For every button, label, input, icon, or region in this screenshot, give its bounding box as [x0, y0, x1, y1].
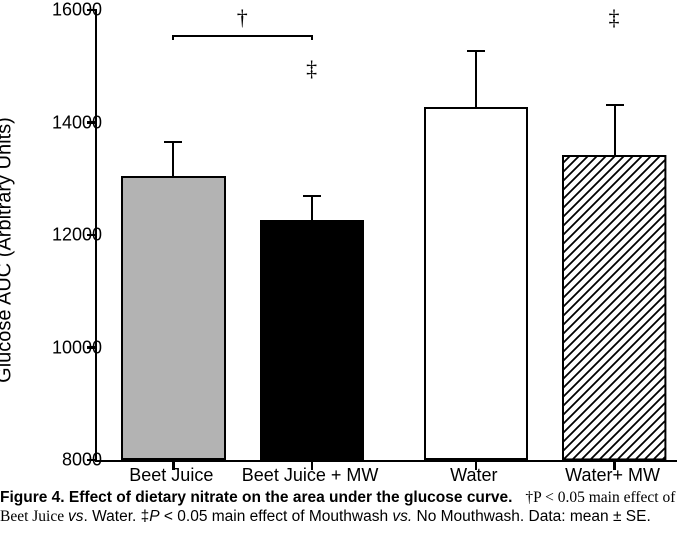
y-tick-label: 8000 [62, 450, 102, 471]
caption-frag-2: . Water. ‡ [84, 508, 150, 525]
caption-vs-1: vs [68, 508, 84, 525]
error-bar [311, 196, 313, 221]
bar [424, 107, 528, 460]
y-tick-label: 12000 [52, 225, 102, 246]
annotation-double-dagger: ‡ [306, 56, 317, 82]
error-bar [475, 51, 477, 107]
bar [121, 176, 225, 460]
bracket-vertical [311, 35, 313, 40]
error-bar-cap [467, 50, 485, 52]
error-bar-cap [164, 141, 182, 143]
page: Glucose AUC (Arbitrary Units) †‡‡ Figure… [0, 0, 692, 549]
annotation-dagger: † [237, 5, 248, 31]
x-category-label: Water+ MW [565, 465, 660, 486]
caption-frag-3: < 0.05 main effect of Mouthwash [160, 508, 393, 525]
plot-area: †‡‡ [95, 10, 677, 462]
y-tick-label: 14000 [52, 112, 102, 133]
x-category-label: Beet Juice [129, 465, 213, 486]
y-axis-label: Glucose AUC (Arbitrary Units) [0, 117, 17, 383]
figure-caption: Figure 4. Effect of dietary nitrate on t… [0, 488, 692, 527]
caption-p-italic: P [149, 508, 159, 525]
y-tick-label: 16000 [52, 0, 102, 21]
x-category-label: Beet Juice + MW [242, 465, 379, 486]
bracket-vertical [172, 35, 174, 40]
bracket-horizontal [173, 35, 312, 37]
bar [562, 155, 666, 460]
error-bar-cap [303, 195, 321, 197]
error-bar [172, 142, 174, 176]
caption-frag-4: No Mouthwash. Data: mean ± SE. [412, 508, 651, 525]
y-tick-label: 10000 [52, 337, 102, 358]
annotation-double-dagger: ‡ [609, 5, 620, 31]
error-bar-cap [606, 104, 624, 106]
caption-vs-2: vs. [392, 508, 412, 525]
bar [260, 220, 364, 460]
x-category-label: Water [450, 465, 497, 486]
caption-title: Figure 4. Effect of dietary nitrate on t… [0, 489, 512, 506]
error-bar [614, 105, 616, 155]
